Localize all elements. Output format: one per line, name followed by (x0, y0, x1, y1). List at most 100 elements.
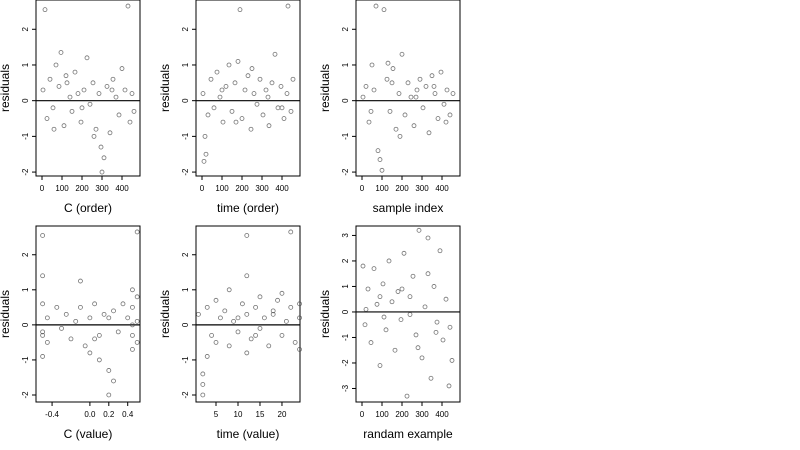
y-axis-label: residuals (158, 64, 172, 112)
point (226, 287, 232, 293)
point (392, 347, 398, 353)
y-tick-label: -2 (341, 359, 350, 367)
x-tick-label: 100 (215, 184, 229, 193)
y-tick-label: 0 (181, 98, 190, 103)
x-tick-label: 0 (40, 184, 45, 193)
point (417, 76, 423, 82)
point (447, 324, 453, 330)
point (44, 315, 50, 321)
y-tick-label: 2 (21, 252, 30, 257)
x-tick-label: 20 (278, 410, 287, 419)
point (125, 3, 131, 9)
y-tick-label: -3 (341, 384, 350, 392)
y-axis-label: residuals (318, 64, 332, 112)
y-tick-label: 2 (181, 27, 190, 32)
y-tick-label: -2 (21, 391, 30, 399)
point (401, 250, 407, 256)
point (431, 83, 437, 89)
point (283, 318, 289, 324)
point (447, 112, 453, 118)
point (127, 119, 133, 125)
point (288, 108, 294, 114)
point (119, 66, 125, 71)
point (387, 108, 393, 114)
point (290, 76, 296, 82)
point (360, 263, 366, 269)
point (40, 87, 46, 93)
x-tick-label: 0.4 (122, 410, 134, 419)
point (266, 123, 272, 129)
point (297, 315, 302, 321)
point (44, 116, 50, 121)
point (446, 383, 452, 389)
point (395, 289, 401, 294)
point (115, 329, 121, 335)
point (369, 62, 375, 68)
point (413, 94, 419, 100)
point (242, 87, 248, 93)
point (204, 354, 210, 359)
point (288, 304, 294, 310)
point (204, 304, 210, 310)
point (84, 55, 90, 61)
y-tick-label: 1 (21, 287, 30, 292)
point (63, 73, 69, 79)
y-axis-label: residuals (318, 290, 332, 338)
plot-frame (195, 0, 301, 177)
point (200, 371, 206, 377)
x-tick-label: 300 (415, 184, 429, 193)
point (244, 273, 250, 279)
y-tick-label: -1 (341, 132, 350, 140)
point (429, 73, 435, 79)
point (362, 322, 368, 328)
point (81, 87, 87, 93)
y-tick-label: 0 (21, 322, 30, 327)
point (383, 327, 389, 333)
point (99, 169, 105, 175)
point (254, 101, 260, 107)
point (270, 308, 276, 314)
point (384, 76, 390, 82)
x-tick-label: 400 (275, 184, 289, 193)
point (444, 87, 450, 93)
point (266, 343, 272, 349)
point (407, 312, 413, 317)
point (235, 315, 241, 321)
point (437, 248, 443, 254)
point (438, 69, 444, 75)
point (269, 80, 275, 86)
point (226, 62, 232, 68)
point (131, 108, 137, 114)
point (64, 80, 70, 86)
point (441, 101, 447, 107)
point (363, 83, 369, 89)
point (368, 340, 374, 345)
y-tick-label: 0 (181, 322, 190, 327)
point (78, 278, 83, 284)
point (130, 322, 135, 328)
y-tick-label: 3 (341, 233, 350, 238)
point (40, 354, 46, 359)
point (217, 94, 223, 100)
point (42, 7, 48, 13)
point (90, 80, 96, 86)
point (265, 94, 271, 100)
point (40, 332, 46, 338)
point (72, 69, 78, 75)
point (205, 112, 211, 118)
y-tick-label: -1 (181, 356, 190, 364)
point (244, 233, 250, 238)
x-tick-label: 400 (435, 410, 449, 419)
point (134, 339, 140, 345)
point (110, 76, 116, 82)
plot-frame (195, 225, 301, 403)
x-axis-label: time (value) (217, 427, 280, 441)
point (79, 105, 85, 111)
point (371, 266, 377, 271)
point (257, 76, 263, 82)
point (111, 378, 116, 384)
point (431, 284, 437, 289)
point (75, 91, 81, 96)
point (396, 91, 402, 96)
